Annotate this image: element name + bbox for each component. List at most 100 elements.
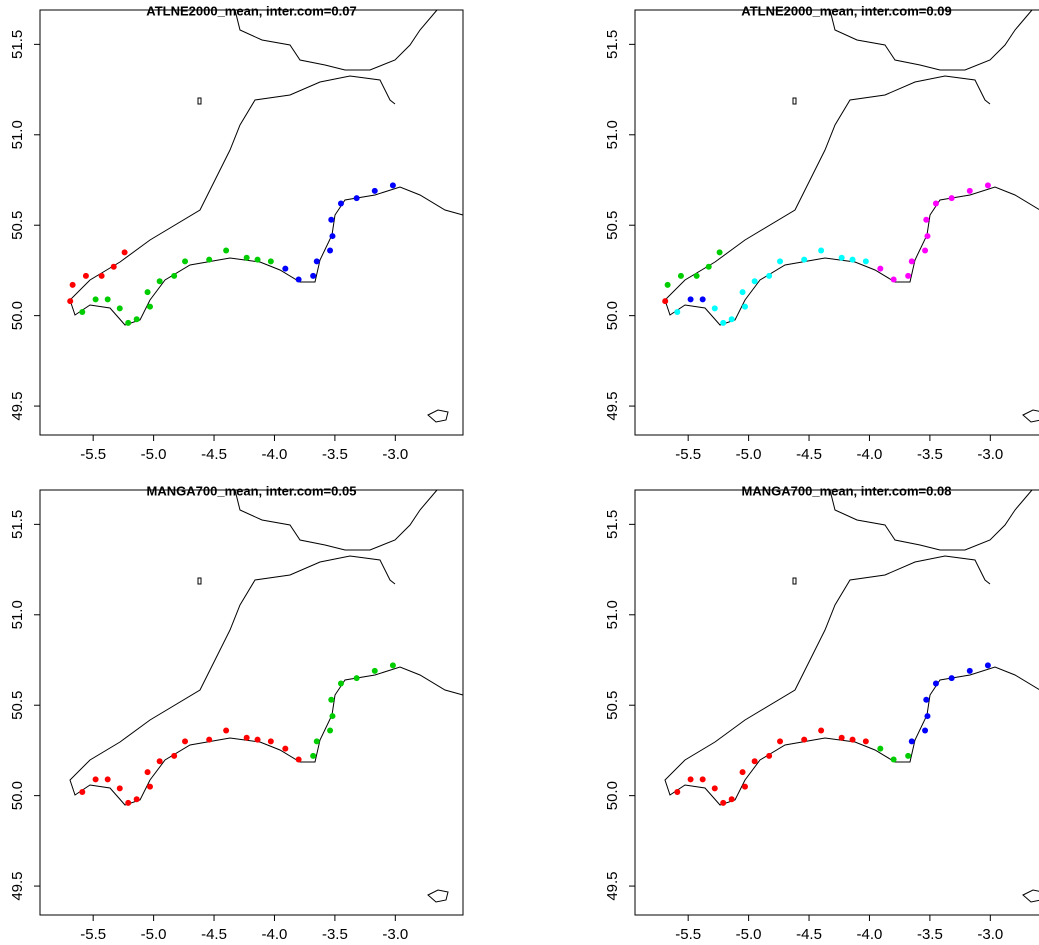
site-point bbox=[243, 734, 250, 741]
site-point bbox=[116, 785, 123, 792]
site-point bbox=[223, 247, 230, 254]
site-point bbox=[705, 263, 712, 270]
site-point bbox=[313, 258, 320, 265]
site-point bbox=[932, 200, 939, 207]
site-point bbox=[862, 738, 869, 745]
y-tick-label: 50.5 bbox=[9, 211, 26, 240]
x-tick-label: -5.0 bbox=[736, 446, 762, 463]
y-tick-label: 51.0 bbox=[604, 600, 621, 629]
site-point bbox=[801, 256, 808, 263]
x-tick-label: -4.5 bbox=[201, 926, 227, 943]
y-tick-label: 51.0 bbox=[9, 600, 26, 629]
chart-title: ATLNE2000_mean, inter.com=0.09 bbox=[741, 3, 951, 18]
site-point bbox=[327, 727, 334, 734]
chart-title: MANGA700_mean, inter.com=0.08 bbox=[742, 483, 952, 498]
y-tick-label: 51.5 bbox=[604, 30, 621, 59]
site-point bbox=[206, 736, 213, 743]
site-point bbox=[206, 256, 213, 263]
x-tick-label: -3.5 bbox=[917, 446, 943, 463]
site-point bbox=[838, 734, 845, 741]
site-point bbox=[82, 272, 89, 279]
site-point bbox=[243, 254, 250, 261]
site-point bbox=[125, 799, 132, 806]
site-point bbox=[948, 195, 955, 202]
site-point bbox=[295, 276, 302, 283]
x-tick-label: -4.0 bbox=[262, 446, 288, 463]
y-tick-label: 51.5 bbox=[9, 510, 26, 539]
x-tick-label: -4.5 bbox=[201, 446, 227, 463]
x-tick-label: -4.0 bbox=[262, 926, 288, 943]
site-point bbox=[125, 319, 132, 326]
x-tick-label: -3.0 bbox=[382, 446, 408, 463]
x-tick-label: -3.5 bbox=[322, 926, 348, 943]
y-tick-label: 50.5 bbox=[9, 691, 26, 720]
site-point bbox=[766, 752, 773, 759]
site-point bbox=[282, 265, 289, 272]
site-point bbox=[371, 187, 378, 194]
x-tick-label: -4.5 bbox=[796, 926, 822, 943]
site-point bbox=[716, 249, 723, 256]
site-point bbox=[699, 296, 706, 303]
site-point bbox=[171, 752, 178, 759]
site-point bbox=[116, 305, 123, 312]
site-point bbox=[720, 799, 727, 806]
x-tick-label: -4.0 bbox=[857, 926, 883, 943]
site-point bbox=[146, 783, 153, 790]
site-point bbox=[92, 776, 99, 783]
site-point bbox=[662, 298, 669, 305]
site-point bbox=[699, 776, 706, 783]
x-tick-label: -3.0 bbox=[977, 926, 1003, 943]
site-point bbox=[890, 756, 897, 763]
site-point bbox=[389, 182, 396, 189]
site-point bbox=[389, 662, 396, 669]
site-point bbox=[353, 195, 360, 202]
y-tick-label: 49.5 bbox=[604, 871, 621, 900]
site-point bbox=[741, 783, 748, 790]
site-point bbox=[313, 738, 320, 745]
site-point bbox=[739, 769, 746, 776]
site-point bbox=[664, 281, 671, 288]
coastline bbox=[69, 489, 464, 903]
site-point bbox=[79, 789, 86, 796]
site-point bbox=[254, 256, 261, 263]
site-point bbox=[677, 272, 684, 279]
y-tick-label: 50.0 bbox=[604, 301, 621, 330]
site-point bbox=[329, 233, 336, 240]
x-tick-label: -5.0 bbox=[736, 926, 762, 943]
site-point bbox=[862, 258, 869, 265]
site-point bbox=[674, 309, 681, 316]
x-tick-label: -5.5 bbox=[80, 926, 106, 943]
site-point bbox=[92, 296, 99, 303]
site-point bbox=[310, 752, 317, 759]
site-point bbox=[711, 785, 718, 792]
site-point bbox=[984, 182, 991, 189]
y-tick-label: 50.5 bbox=[604, 691, 621, 720]
site-point bbox=[254, 736, 261, 743]
x-tick-label: -5.5 bbox=[675, 446, 701, 463]
site-point bbox=[144, 769, 151, 776]
y-tick-label: 51.5 bbox=[604, 510, 621, 539]
site-point bbox=[104, 776, 111, 783]
x-tick-label: -5.0 bbox=[141, 926, 167, 943]
y-tick-label: 51.0 bbox=[9, 120, 26, 149]
site-point bbox=[146, 303, 153, 310]
site-point bbox=[674, 789, 681, 796]
site-point bbox=[905, 272, 912, 279]
site-point bbox=[711, 305, 718, 312]
site-point bbox=[728, 316, 735, 323]
site-point bbox=[728, 796, 735, 803]
site-point bbox=[908, 738, 915, 745]
site-point bbox=[337, 680, 344, 687]
y-tick-label: 50.5 bbox=[604, 211, 621, 240]
plot-frame bbox=[634, 489, 1039, 916]
y-tick-label: 50.0 bbox=[604, 781, 621, 810]
site-point bbox=[777, 738, 784, 745]
y-tick-label: 49.5 bbox=[9, 391, 26, 420]
plot-frame bbox=[39, 9, 464, 436]
site-point bbox=[766, 272, 773, 279]
x-tick-label: -4.0 bbox=[857, 446, 883, 463]
panel: -5.5 -5.0 -4.5 -4.0 -3.5 -3.0 49.5 50.0 50.5 51.0… bbox=[9, 3, 464, 463]
x-tick-label: -5.5 bbox=[80, 446, 106, 463]
site-point bbox=[223, 727, 230, 734]
